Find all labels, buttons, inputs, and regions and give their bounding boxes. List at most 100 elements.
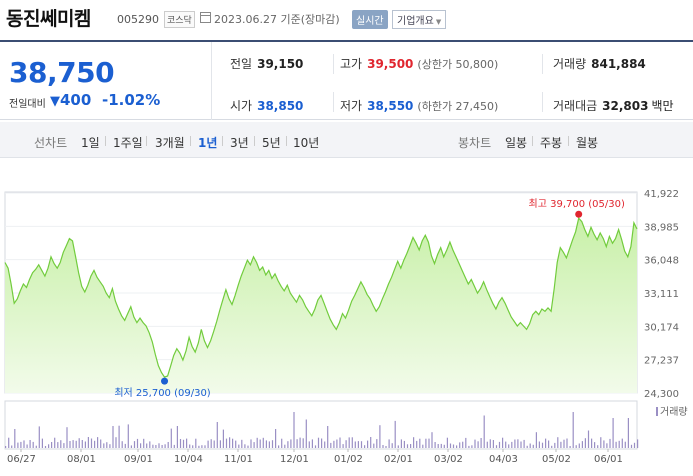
volume-bar: [535, 432, 537, 448]
volume-bar: [311, 439, 313, 448]
tab-weekly[interactable]: 주봉: [540, 136, 563, 150]
volume-bar: [370, 437, 372, 448]
volume-bar: [483, 415, 485, 448]
volume-bar: [32, 441, 34, 448]
volume-bar: [397, 445, 399, 448]
volume-bar: [84, 441, 86, 448]
volume-bar: [637, 439, 639, 448]
high-annotation: 최고 39,700 (05/30): [529, 198, 625, 210]
volume-bar: [612, 418, 614, 448]
volume-bar: [216, 422, 218, 448]
tab-5y[interactable]: 5년: [262, 136, 281, 150]
volume-bar: [118, 425, 120, 448]
volume-bar: [474, 439, 476, 448]
volume-bar: [235, 440, 237, 448]
volume-bar: [155, 445, 157, 448]
volume-bar: [57, 442, 59, 448]
volume-bar: [591, 438, 593, 448]
volume-bar: [109, 444, 111, 448]
volume: 거래량 841,884: [553, 57, 646, 71]
company-info-button[interactable]: 기업개요 ▼: [392, 10, 447, 29]
volume-bar: [624, 441, 626, 448]
tab-10y[interactable]: 10년: [293, 136, 320, 150]
volume-bar: [26, 444, 28, 448]
volume-bar: [133, 441, 136, 448]
volume-bar: [149, 441, 151, 448]
volume-bar: [124, 443, 126, 448]
volume-bar: [486, 441, 488, 448]
volume-bar: [376, 439, 378, 448]
stock-name: 동진쎄미켐: [6, 8, 91, 30]
volume-bar: [69, 441, 71, 448]
volume-bar: [238, 444, 240, 448]
chart-tabs: 선차트 1일 1주일 3개월 1년 3년 5년 10년 봉차트 일봉 주봉 월봉: [0, 122, 693, 158]
volume-bar: [29, 440, 31, 448]
tab-1y[interactable]: 1년: [198, 136, 218, 150]
volume-bar: [428, 438, 430, 448]
volume-bar: [434, 442, 436, 448]
volume-bar: [437, 444, 439, 448]
volume-bar: [5, 446, 7, 448]
tab-3m[interactable]: 3개월: [155, 136, 185, 150]
volume-bar: [511, 441, 513, 448]
volume-bar: [545, 438, 547, 448]
volume-bar: [597, 445, 599, 448]
volume-bar: [498, 441, 501, 448]
volume-bar: [324, 441, 326, 448]
volume-bar: [78, 438, 80, 448]
volume-bar: [477, 441, 479, 448]
volume-bar: [182, 439, 185, 448]
volume-bar: [382, 445, 384, 448]
trade-amount: 거래대금 32,803 백만: [553, 99, 674, 113]
x-tick-label: 04/03: [489, 454, 518, 465]
tab-3y[interactable]: 3년: [230, 136, 249, 150]
volume-bar: [262, 437, 264, 448]
price-chart: 최고 39,700 (05/30) 최저 25,700 (09/30) 41,9…: [4, 189, 688, 465]
current-price-box: 38,750 전일대비 ▼400 -1.02%: [0, 42, 212, 120]
realtime-button[interactable]: 실시간: [352, 10, 388, 29]
volume-bar: [569, 446, 571, 448]
volume-bar: [299, 437, 301, 448]
price-line: [4, 216, 638, 378]
volume-bar: [480, 438, 482, 448]
volume-bar: [97, 437, 99, 448]
volume-bar: [462, 441, 464, 448]
volume-bar: [229, 437, 231, 448]
volume-bar: [514, 439, 516, 448]
volume-bar: [106, 442, 108, 448]
tab-1w[interactable]: 1주일: [113, 136, 143, 150]
volume-bar: [210, 439, 212, 448]
x-tick-label: 03/02: [434, 454, 463, 465]
base-date: 2023.06.27 기준(장마감): [214, 13, 340, 26]
volume-bar: [557, 437, 559, 448]
change-amount: ▼400: [50, 91, 91, 109]
tab-1d[interactable]: 1일: [81, 136, 100, 150]
volume-bar: [357, 441, 359, 448]
volume-bar: [422, 444, 424, 448]
tab-daily[interactable]: 일봉: [505, 136, 528, 150]
volume-bar: [581, 441, 583, 448]
divider: [222, 136, 223, 146]
volume-bar: [330, 442, 332, 448]
low-annotation: 최저 25,700 (09/30): [114, 387, 210, 399]
volume-bar: [222, 429, 224, 448]
volume-bar: [388, 439, 390, 448]
volume-bar: [268, 441, 270, 448]
volume-bar: [492, 440, 494, 448]
divider: [568, 136, 569, 146]
volume-bar: [403, 440, 405, 448]
y-tick-label: 41,922: [644, 189, 679, 200]
volume-bar: [520, 441, 522, 448]
volume-bar: [23, 440, 25, 448]
volume-bar: [600, 437, 602, 448]
volume-bar: [584, 438, 586, 448]
volume-bar: [170, 428, 172, 448]
price-area: [5, 218, 637, 393]
volume-bar: [385, 446, 387, 448]
volume-bar: [60, 440, 62, 448]
volume-bar: [161, 445, 163, 448]
tab-monthly[interactable]: 월봉: [576, 136, 599, 150]
divider: [146, 136, 147, 146]
volume-bars: [5, 412, 639, 448]
volume-bar: [41, 438, 43, 448]
